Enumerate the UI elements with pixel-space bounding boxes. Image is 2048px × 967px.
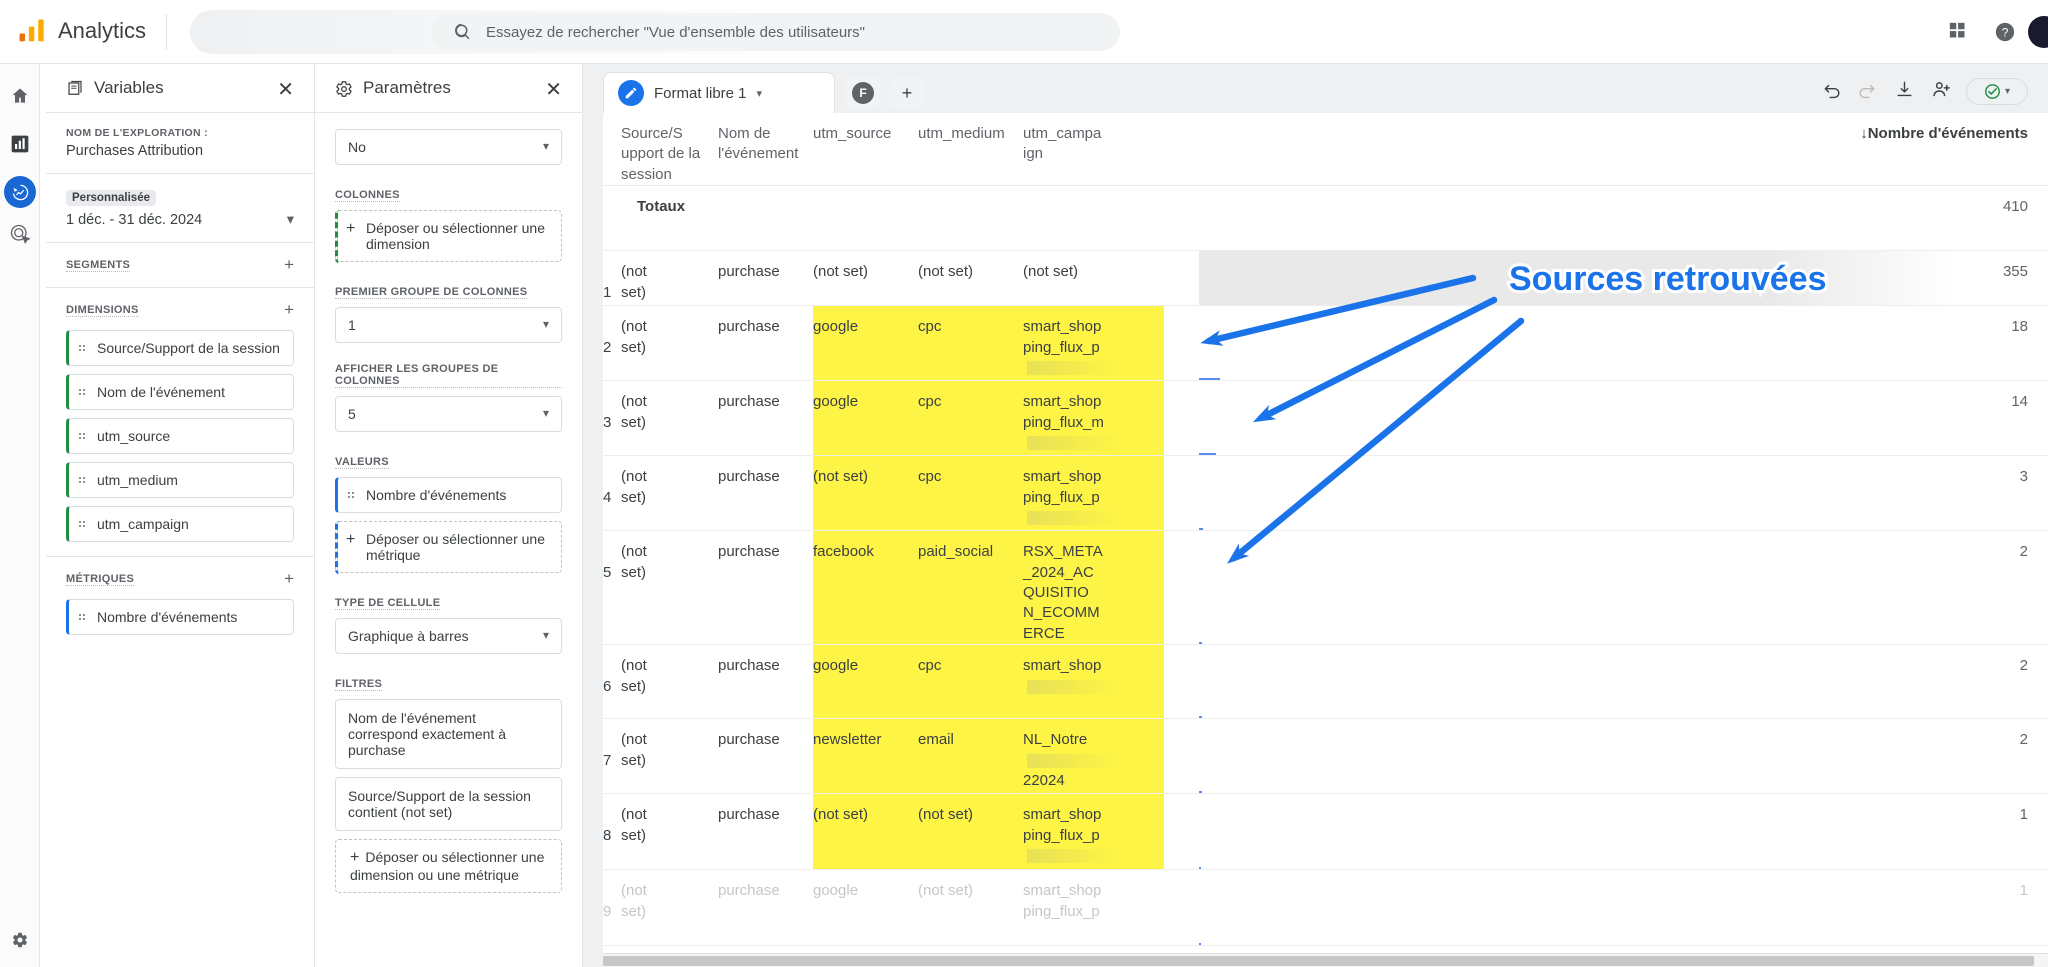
svg-text:?: ? [2002,26,2009,40]
